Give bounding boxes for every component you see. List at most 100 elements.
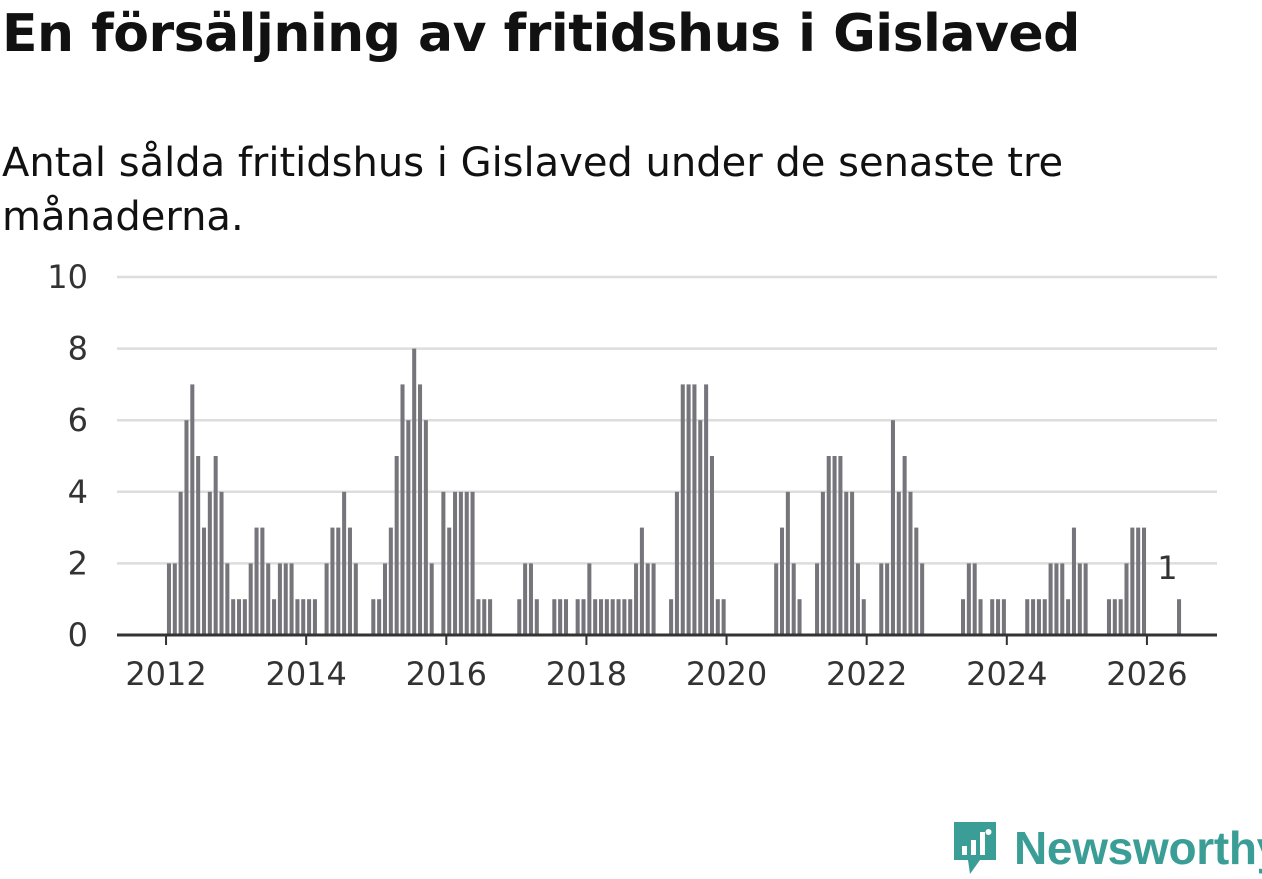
bar	[1077, 563, 1082, 635]
bar	[692, 384, 697, 635]
bar	[575, 599, 580, 635]
bar	[166, 563, 171, 635]
bar	[400, 384, 405, 635]
y-tick-label-4: 4	[68, 473, 88, 511]
x-tick-label-2026: 2026	[1106, 655, 1187, 693]
bar	[610, 599, 615, 635]
bar	[1141, 527, 1147, 635]
bar	[902, 456, 907, 635]
bar	[715, 599, 720, 635]
bar	[260, 527, 265, 635]
bar	[1177, 599, 1182, 635]
bar	[190, 384, 195, 635]
bar	[826, 456, 831, 635]
bar	[517, 599, 522, 635]
bar	[534, 599, 539, 635]
bar	[1025, 599, 1030, 635]
bar	[966, 563, 971, 635]
bar	[277, 563, 282, 635]
x-tick-label-2024: 2024	[966, 655, 1047, 693]
bar	[1054, 563, 1059, 635]
gridlines	[117, 275, 1217, 565]
bar	[669, 599, 674, 635]
bar	[464, 491, 469, 635]
bar	[441, 491, 446, 635]
bar	[1071, 527, 1076, 635]
bar	[587, 563, 592, 635]
bar	[371, 599, 376, 635]
bar	[482, 599, 487, 635]
bar	[172, 563, 177, 635]
bar	[896, 491, 901, 635]
bar	[593, 599, 598, 635]
bar	[184, 420, 189, 635]
bar	[476, 599, 481, 635]
bar	[914, 527, 919, 635]
bar	[1130, 527, 1135, 635]
bar	[266, 563, 271, 635]
newsworthy-brand[interactable]: Newsworthy	[950, 818, 1262, 878]
bar	[996, 599, 1001, 635]
bar	[820, 491, 825, 635]
bar	[558, 599, 563, 635]
bar	[797, 599, 802, 635]
bar	[336, 527, 341, 635]
bar	[423, 420, 428, 635]
bar	[458, 491, 463, 635]
x-tick-label-2018: 2018	[546, 655, 627, 693]
bar	[908, 491, 913, 635]
axis-labels: 0 2 4 6 8 10 1 2012 2014 2016 2018 2020 2022 2024 2026	[47, 258, 1187, 693]
bar	[634, 563, 639, 635]
bar	[353, 563, 358, 635]
bar	[686, 384, 691, 635]
bar	[219, 491, 224, 635]
bar	[628, 599, 633, 635]
bar	[1048, 563, 1053, 635]
bar	[604, 599, 609, 635]
bar	[1031, 599, 1036, 635]
highlight-label: 1	[1157, 549, 1177, 587]
bar	[1042, 599, 1047, 635]
bar	[295, 599, 300, 635]
bar	[453, 491, 458, 635]
bar	[237, 599, 242, 635]
bar	[920, 563, 925, 635]
bar	[312, 599, 317, 635]
y-tick-label-8: 8	[68, 330, 88, 368]
bar	[248, 563, 253, 635]
bar	[785, 491, 790, 635]
bar	[879, 563, 884, 635]
bar	[890, 420, 895, 635]
bar	[225, 563, 230, 635]
bar	[447, 527, 452, 635]
bar	[347, 527, 352, 635]
bar	[581, 599, 586, 635]
bar	[552, 599, 557, 635]
bar	[382, 563, 388, 635]
x-tick-label-2012: 2012	[125, 655, 206, 693]
bar	[680, 384, 685, 635]
bar	[429, 563, 434, 635]
bar	[178, 491, 183, 635]
bar	[563, 599, 569, 635]
bar	[388, 527, 393, 635]
bar	[780, 527, 785, 635]
x-tick-label-2022: 2022	[826, 655, 907, 693]
bar	[616, 599, 621, 635]
bar	[774, 563, 779, 635]
chart-title: En försäljning av fritidshus i Gislaved	[2, 4, 1080, 64]
bar	[289, 563, 294, 635]
bar	[231, 599, 236, 635]
bar	[978, 599, 983, 635]
bar	[1106, 599, 1112, 635]
bar	[651, 563, 656, 635]
bar	[1066, 599, 1071, 635]
brand-name: Newsworthy	[1014, 822, 1262, 874]
bar	[1060, 563, 1065, 635]
bar	[838, 456, 843, 635]
x-tick-label-2014: 2014	[265, 655, 346, 693]
axes	[117, 633, 1217, 645]
bar	[885, 563, 890, 635]
bar	[342, 491, 347, 635]
bar	[528, 563, 533, 635]
